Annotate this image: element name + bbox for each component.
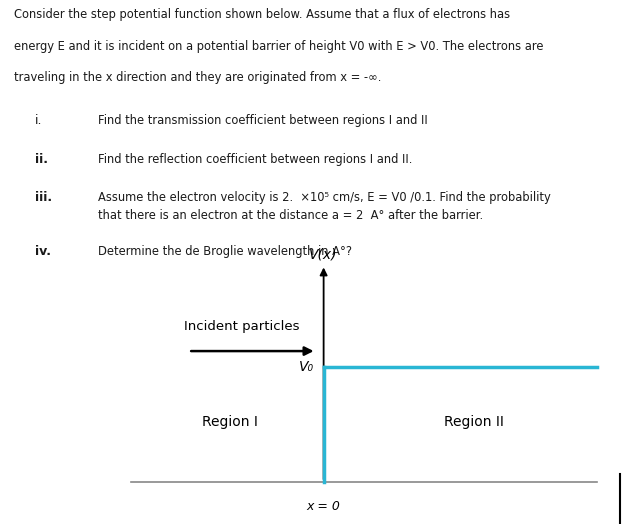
Text: Region I: Region I xyxy=(202,415,258,429)
Text: V₀: V₀ xyxy=(299,360,314,374)
Text: Region II: Region II xyxy=(444,415,505,429)
Text: V(x): V(x) xyxy=(310,248,338,262)
Text: traveling in the x direction and they are originated from x = -∞.: traveling in the x direction and they ar… xyxy=(14,71,381,84)
Text: Consider the step potential function shown below. Assume that a flux of electron: Consider the step potential function sho… xyxy=(14,8,510,21)
Text: energy E and it is incident on a potential barrier of height V0 with E > V0. The: energy E and it is incident on a potenti… xyxy=(14,39,543,52)
Text: x = 0: x = 0 xyxy=(306,500,341,514)
Text: Find the reflection coefficient between regions I and II.: Find the reflection coefficient between … xyxy=(98,152,413,166)
Text: Find the transmission coefficient between regions I and II: Find the transmission coefficient betwee… xyxy=(98,114,428,127)
Text: ii.: ii. xyxy=(35,152,48,166)
Text: iv.: iv. xyxy=(35,245,51,258)
Text: i.: i. xyxy=(35,114,42,127)
Text: Determine the de Broglie wavelength in A°?: Determine the de Broglie wavelength in A… xyxy=(98,245,352,258)
Text: Incident particles: Incident particles xyxy=(184,320,299,333)
Text: iii.: iii. xyxy=(35,191,52,204)
Text: Assume the electron velocity is 2.  ×10⁵ cm/s, E = V0 /0.1. Find the probability: Assume the electron velocity is 2. ×10⁵ … xyxy=(98,191,551,222)
